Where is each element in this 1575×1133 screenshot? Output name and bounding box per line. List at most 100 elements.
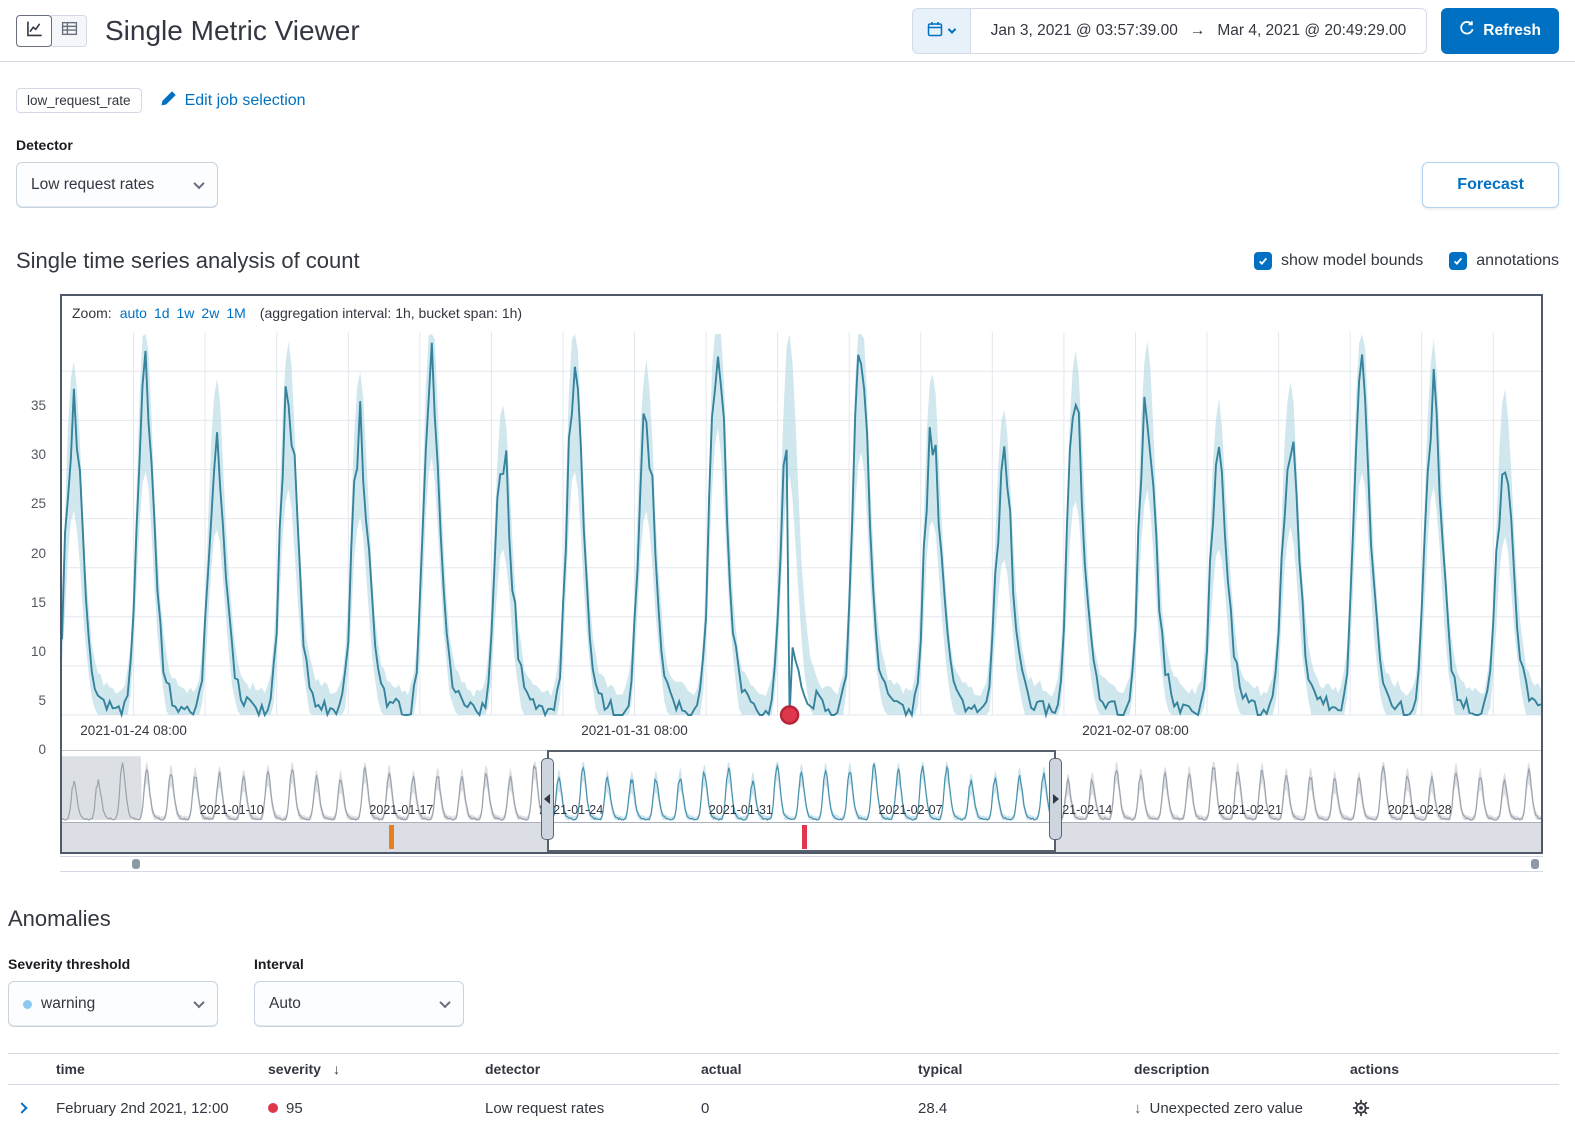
date-picker: Jan 3, 2021 @ 03:57:39.00 → Mar 4, 2021 … bbox=[911, 7, 1428, 54]
annotations-checkbox[interactable]: annotations bbox=[1449, 252, 1559, 270]
cell-typical: 28.4 bbox=[918, 1099, 948, 1117]
triangle-left-icon bbox=[544, 794, 551, 804]
anomalies-table-body: February 2nd 2021, 12:00 95 Low request ra… bbox=[8, 1085, 1559, 1133]
svg-text:2021-01-31 08:00: 2021-01-31 08:00 bbox=[581, 723, 688, 738]
model-bounds-checkbox[interactable]: show model bounds bbox=[1253, 252, 1423, 270]
chevron-down-icon bbox=[193, 996, 205, 1009]
cell-actions bbox=[1350, 1097, 1559, 1119]
brush-handle-left[interactable] bbox=[540, 758, 554, 840]
column-header-actions[interactable]: actions bbox=[1350, 1061, 1400, 1077]
date-start[interactable]: Jan 3, 2021 @ 03:57:39.00 bbox=[990, 21, 1178, 39]
navigator-scrollbar[interactable] bbox=[60, 856, 1543, 872]
refresh-icon bbox=[1459, 20, 1475, 41]
y-axis-tick: 30 bbox=[30, 447, 46, 463]
column-header-actual[interactable]: actual bbox=[701, 1061, 742, 1077]
interval-label: Interval bbox=[254, 956, 304, 972]
scrollbar-handle-left[interactable] bbox=[132, 859, 140, 869]
checkbox-checked-icon bbox=[1253, 252, 1272, 270]
warning-severity-dot bbox=[23, 999, 32, 1009]
svg-text:2021-01-10: 2021-01-10 bbox=[200, 803, 264, 817]
zoom-bar: Zoom: auto 1d 1w 2w 1M (aggregation interval… bbox=[62, 296, 1541, 330]
series-title: Single time series analysis of count bbox=[16, 248, 360, 273]
column-header-detector[interactable]: detector bbox=[485, 1061, 541, 1077]
critical-severity-dot bbox=[268, 1103, 278, 1113]
chart-icon bbox=[26, 20, 43, 41]
anomaly-marker[interactable] bbox=[801, 825, 807, 849]
checkbox-checked-icon bbox=[1449, 252, 1468, 270]
detector-select[interactable]: Low request rates bbox=[16, 162, 218, 208]
y-axis-tick: 10 bbox=[30, 643, 46, 659]
severity-threshold-select[interactable]: warning bbox=[8, 981, 218, 1027]
svg-text:2021-02-21: 2021-02-21 bbox=[1218, 803, 1282, 817]
arrow-right-icon: → bbox=[1189, 21, 1206, 39]
table-icon bbox=[61, 20, 78, 41]
forecast-button[interactable]: Forecast bbox=[1422, 162, 1559, 208]
date-end[interactable]: Mar 4, 2021 @ 20:49:29.00 bbox=[1217, 21, 1407, 39]
view-toggle bbox=[16, 14, 87, 47]
zoom-option-1d[interactable]: 1d bbox=[153, 305, 170, 321]
cell-time: February 2nd 2021, 12:00 bbox=[56, 1099, 229, 1117]
refresh-button[interactable]: Refresh bbox=[1441, 7, 1559, 54]
chevron-down-icon bbox=[193, 177, 205, 190]
svg-text:2021-02-28: 2021-02-28 bbox=[1388, 803, 1452, 817]
arrow-down-icon: ↓ bbox=[1134, 1099, 1142, 1117]
detector-row: Detector Low request rates Forecast bbox=[0, 113, 1575, 208]
y-axis-tick: 20 bbox=[30, 545, 46, 561]
zoom-option-1w[interactable]: 1w bbox=[176, 305, 195, 321]
detector-label: Detector bbox=[16, 137, 73, 153]
zoom-links: auto 1d 1w 2w 1M bbox=[120, 305, 246, 321]
series-section-head: Single time series analysis of count sho… bbox=[0, 208, 1575, 274]
time-series-chart-area: Zoom: auto 1d 1w 2w 1M (aggregation interval… bbox=[31, 294, 1543, 854]
row-actions-gear-button[interactable] bbox=[1350, 1097, 1372, 1119]
y-axis-tick: 0 bbox=[38, 742, 46, 757]
cell-severity: 95 bbox=[268, 1100, 485, 1117]
column-header-time[interactable]: time bbox=[56, 1061, 85, 1077]
anomaly-explorer-button[interactable] bbox=[51, 14, 87, 47]
annotation-marker[interactable] bbox=[389, 825, 395, 849]
y-axis-tick: 25 bbox=[30, 496, 46, 512]
svg-text:2021-01-31: 2021-01-31 bbox=[709, 803, 773, 817]
y-axis-tick: 5 bbox=[38, 692, 46, 708]
svg-text:2021-02-07 08:00: 2021-02-07 08:00 bbox=[1082, 723, 1189, 738]
single-metric-viewer-button[interactable] bbox=[16, 14, 52, 47]
svg-text:2021-01-17: 2021-01-17 bbox=[369, 803, 433, 817]
sort-descending-icon: ↓ bbox=[332, 1061, 340, 1077]
job-badge: low_request_rate bbox=[16, 88, 142, 113]
page-title: Single Metric Viewer bbox=[105, 14, 360, 46]
annotation-swimlane[interactable] bbox=[62, 822, 1541, 852]
brush-handle-right[interactable] bbox=[1049, 758, 1063, 840]
y-axis-tick: 35 bbox=[30, 398, 46, 414]
zoom-option-2w[interactable]: 2w bbox=[201, 305, 220, 321]
interval-select[interactable]: Auto bbox=[254, 981, 464, 1027]
edit-job-selection-link[interactable]: Edit job selection bbox=[160, 90, 306, 112]
focus-chart[interactable]: 2021-01-24 08:00 2021-01-31 08:00 2021-02-… bbox=[62, 330, 1541, 750]
zoom-option-auto[interactable]: auto bbox=[119, 305, 147, 321]
zoom-label: Zoom: bbox=[72, 305, 112, 321]
svg-text:2021-01-24: 2021-01-24 bbox=[539, 803, 603, 817]
column-header-description[interactable]: description bbox=[1134, 1061, 1210, 1077]
table-row: February 2nd 2021, 12:00 95 Low request ra… bbox=[8, 1085, 1559, 1133]
calendar-icon bbox=[927, 21, 943, 41]
column-header-typical[interactable]: typical bbox=[918, 1061, 963, 1077]
svg-text:2021-02-14: 2021-02-14 bbox=[1048, 803, 1112, 817]
cell-description: ↓ Unexpected zero value bbox=[1134, 1099, 1303, 1117]
context-chart[interactable]: 2021-01-10 2021-01-17 2021-01-24 2021-01-31… bbox=[62, 750, 1541, 822]
anomalies-title: Anomalies bbox=[8, 906, 111, 931]
cell-actual: 0 bbox=[701, 1099, 710, 1117]
anomalies-table: time severity ↓ detector actual typical descri… bbox=[8, 1053, 1559, 1133]
zoom-option-1M[interactable]: 1M bbox=[226, 305, 246, 321]
chart-box: Zoom: auto 1d 1w 2w 1M (aggregation interval… bbox=[60, 294, 1543, 854]
top-header: Single Metric Viewer Jan 3, 2021 @ 03:57… bbox=[0, 0, 1575, 62]
swimlane-selected-range bbox=[546, 823, 1057, 852]
anomalies-table-header: time severity ↓ detector actual typical descri… bbox=[8, 1053, 1559, 1085]
scrollbar-handle-right[interactable] bbox=[1531, 859, 1539, 869]
severity-threshold-label: Severity threshold bbox=[8, 956, 131, 972]
job-selection-row: low_request_rate Edit job selection bbox=[0, 62, 1575, 113]
aggregation-note: (aggregation interval: 1h, bucket span: … bbox=[259, 305, 523, 321]
svg-text:2021-01-24 08:00: 2021-01-24 08:00 bbox=[80, 723, 187, 738]
chevron-down-icon bbox=[947, 24, 957, 34]
cell-detector: Low request rates bbox=[485, 1099, 605, 1117]
column-header-severity[interactable]: severity ↓ bbox=[268, 1061, 340, 1077]
quick-select-button[interactable] bbox=[912, 8, 971, 53]
expand-row-icon[interactable] bbox=[16, 1102, 28, 1114]
